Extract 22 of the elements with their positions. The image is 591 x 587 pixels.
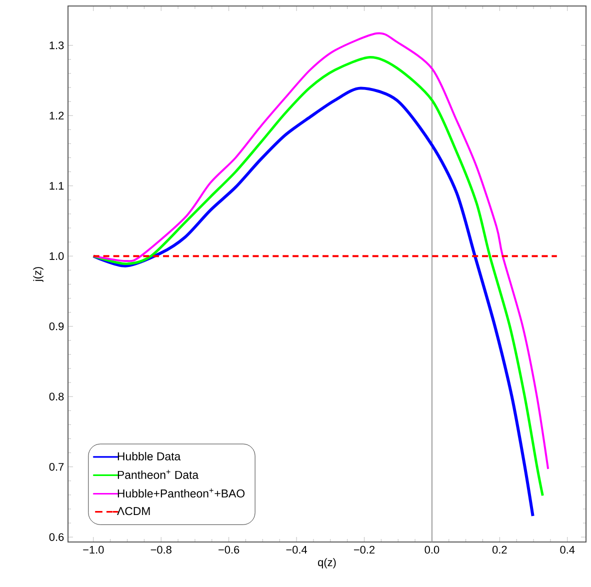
x-tick-label: −0.8	[150, 546, 172, 554]
y-tick-label: 0.9	[49, 322, 64, 330]
y-tick-label: 0.8	[49, 392, 64, 400]
x-tick-label: −0.4	[286, 546, 308, 554]
x-tick-label: 0.2	[492, 546, 507, 554]
legend-label: ΛCDM	[117, 507, 150, 516]
x-tick-label: −0.6	[218, 546, 240, 554]
y-tick-label: 0.6	[49, 533, 64, 541]
x-tick-label: −0.2	[354, 546, 375, 554]
y-tick-label: 0.7	[49, 462, 64, 471]
legend-label: Pantheon$^{+}$ Data	[118, 470, 199, 479]
x-axis-title: q(z)	[318, 558, 336, 568]
y-tick-label: 1.0	[50, 252, 64, 260]
y-tick-label: 1.1	[50, 182, 64, 190]
x-tick-label: 0.4	[560, 546, 575, 554]
x-tick-label: −1.0	[83, 546, 104, 554]
legend-label: Hubble Data	[118, 452, 181, 460]
y-tick-label: 1.3	[50, 41, 64, 50]
legend-label: Hubble+Pantheon$^{+}$+BAO	[118, 488, 245, 498]
x-tick-label: 0.0	[424, 546, 440, 554]
y-axis-title: j(z)	[33, 267, 44, 282]
y-tick-label: 1.2	[50, 112, 64, 120]
